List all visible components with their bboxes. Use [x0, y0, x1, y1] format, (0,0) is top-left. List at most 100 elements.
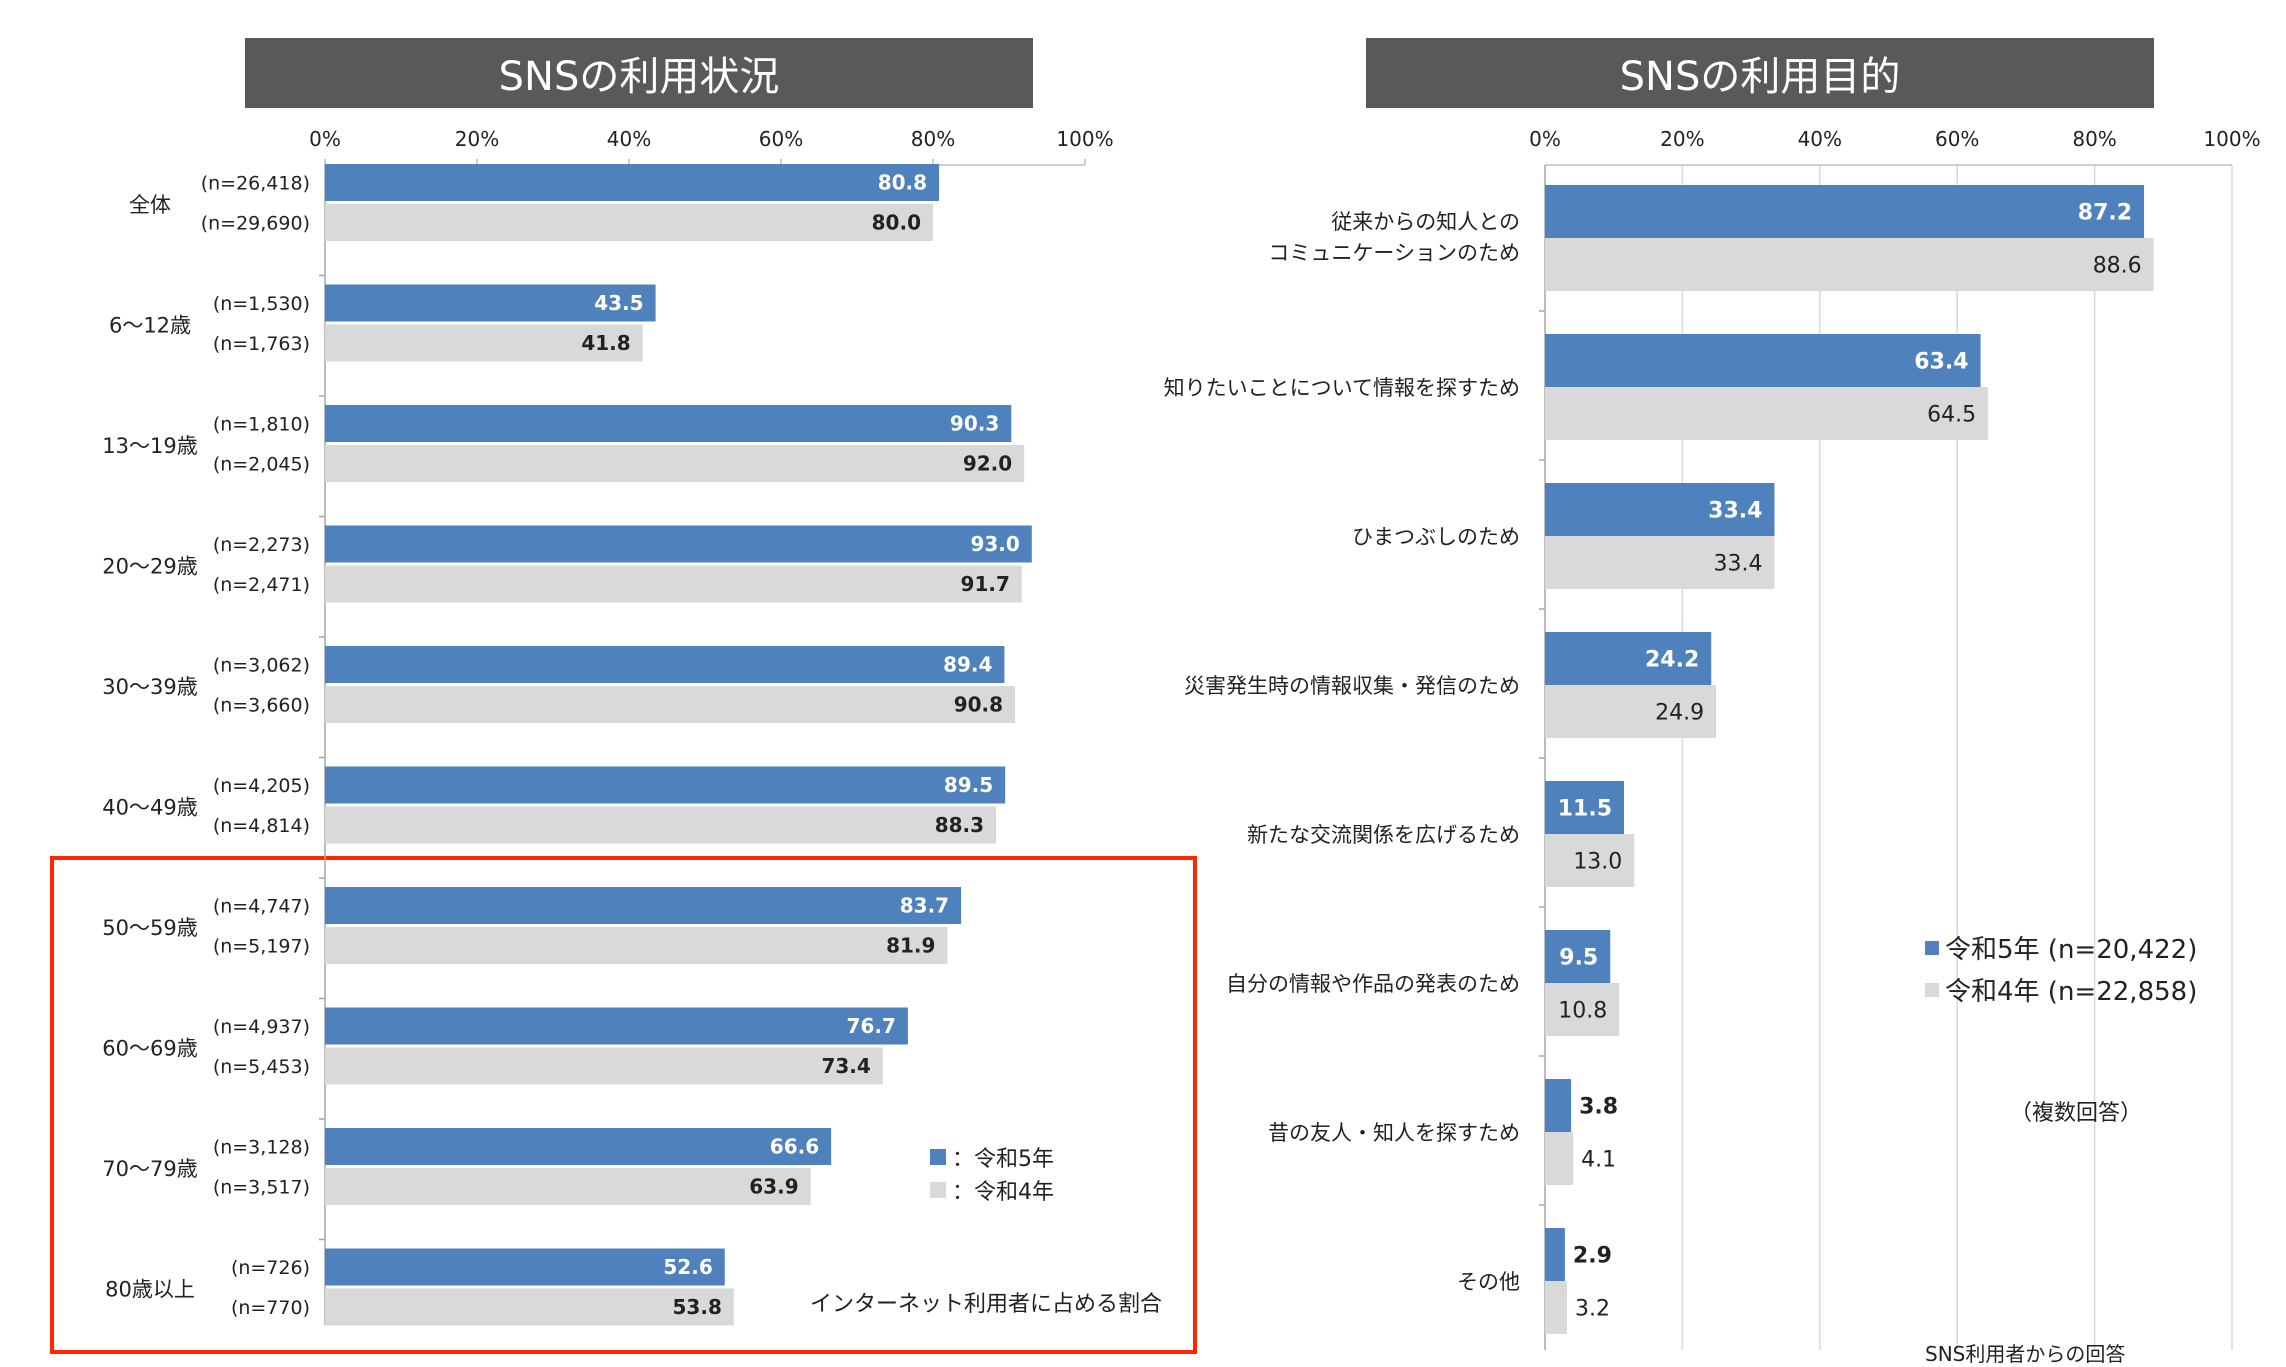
bar-value-label: 10.8: [1558, 999, 1607, 1024]
sample-size-label: (n=26,418): [201, 173, 310, 195]
bar-previous: [325, 324, 643, 362]
bar-previous: [1545, 238, 2154, 291]
right-tick-label: 40%: [1798, 127, 1842, 151]
right-category-label: 新たな交流関係を広げるため: [1247, 823, 1520, 847]
bar-value-label: 52.6: [663, 1255, 712, 1279]
right-legend-previous: 令和4年 (n=22,858): [1925, 971, 2197, 1008]
left-legend-previous: ：令和4年: [930, 1174, 1054, 1206]
bar-value-label: 87.2: [2078, 201, 2132, 226]
right-chart-title: SNSの利用目的: [1366, 38, 2154, 108]
left-category-label: 50～59歳: [102, 916, 197, 940]
sample-size-label: (n=5,197): [213, 936, 310, 958]
left-note: インターネット利用者に占める割合: [810, 1292, 1163, 1317]
right-legend-current-label: 令和5年 (n=20,422): [1945, 935, 2198, 965]
bar-value-label: 3.8: [1579, 1095, 1618, 1120]
sample-size-label: (n=4,814): [213, 815, 310, 837]
left-category-label: 6～12歳: [109, 314, 191, 338]
sample-size-label: (n=726): [231, 1257, 310, 1279]
sample-size-label: (n=3,517): [213, 1177, 310, 1199]
highlight-box: [50, 856, 1197, 1354]
bar-previous: [325, 686, 1016, 723]
left-category-label: 20～29歳: [102, 555, 197, 579]
bar-value-label: 88.3: [935, 813, 984, 837]
bar-value-label: 90.8: [954, 693, 1003, 717]
right-category-label: 自分の情報や作品の発表のため: [1226, 972, 1520, 996]
legend-swatch-previous-icon: [1925, 982, 1939, 997]
left-legend-current: ：令和5年: [930, 1141, 1054, 1173]
bar-current: [325, 525, 1032, 563]
left-tick-label: 60%: [759, 127, 803, 151]
sample-size-label: (n=2,471): [213, 574, 310, 596]
bar-value-label: 89.4: [943, 653, 992, 677]
bar-value-label: 4.1: [1581, 1148, 1616, 1173]
bar-value-label: 76.7: [847, 1014, 896, 1038]
bar-value-label: 9.5: [1559, 946, 1598, 971]
bar-value-label: 92.0: [963, 452, 1012, 476]
bar-value-label: 2.9: [1573, 1244, 1612, 1269]
right-legend-current: 令和5年 (n=20,422): [1925, 929, 2197, 966]
sample-size-label: (n=1,810): [213, 414, 310, 436]
left-tick-label: 40%: [607, 127, 651, 151]
bar-previous: [325, 445, 1025, 482]
left-category-label: 60～69歳: [102, 1037, 197, 1061]
bar-previous: [325, 204, 933, 241]
bar-current: [1545, 930, 1611, 983]
right-category-label: 災害発生時の情報収集・発信のため: [1184, 674, 1520, 698]
bar-value-label: 41.8: [581, 331, 630, 355]
bar-current: [325, 1248, 725, 1286]
sample-size-label: (n=3,062): [213, 655, 310, 677]
right-tick-label: 100%: [2203, 127, 2260, 151]
bar-current: [1545, 632, 1712, 685]
bar-value-label: 88.6: [2093, 254, 2142, 279]
left-category-label: 全体: [129, 193, 171, 217]
bar-previous: [1545, 1132, 1574, 1185]
bar-current: [325, 1007, 908, 1045]
bar-previous: [1545, 387, 1989, 440]
bar-previous: [325, 927, 948, 964]
bar-value-label: 89.5: [944, 773, 993, 797]
bar-current: [1545, 781, 1625, 834]
left-category-label: 70～79歳: [102, 1157, 197, 1181]
right-legend-previous-label: 令和4年 (n=22,858): [1945, 977, 2198, 1007]
bar-current: [325, 766, 1006, 804]
bar-previous: [325, 806, 997, 844]
left-chart-title: SNSの利用状況: [245, 38, 1033, 108]
sample-size-label: (n=2,273): [213, 534, 310, 556]
bar-current: [1545, 483, 1775, 536]
right-tick-label: 20%: [1660, 127, 1704, 151]
bar-value-label: 63.4: [1914, 350, 1968, 375]
bar-value-label: 11.5: [1558, 797, 1612, 822]
right-tick-label: 0%: [1529, 127, 1561, 151]
bar-previous: [1545, 1281, 1567, 1334]
left-category-label: 40～49歳: [102, 796, 197, 820]
right-category-label: 従来からの知人との: [1331, 210, 1520, 234]
left-tick-label: 100%: [1056, 127, 1113, 151]
sample-size-label: (n=3,128): [213, 1137, 310, 1159]
bar-value-label: 13.0: [1573, 850, 1622, 875]
bar-value-label: 24.9: [1655, 701, 1704, 726]
bar-value-label: 53.8: [673, 1295, 722, 1319]
bar-value-label: 43.5: [594, 291, 643, 315]
left-legend-current-label: ：令和5年: [952, 1147, 1054, 1172]
right-category-label: その他: [1457, 1270, 1520, 1294]
right-tick-label: 60%: [1935, 127, 1979, 151]
left-legend-previous-label: ：令和4年: [952, 1180, 1054, 1205]
left-tick-label: 0%: [309, 127, 341, 151]
sample-size-label: (n=4,747): [213, 896, 310, 918]
bar-value-label: 83.7: [900, 894, 949, 918]
right-category-label: ひまつぶしのため: [1352, 525, 1520, 549]
bar-value-label: 3.2: [1575, 1297, 1610, 1322]
bar-current: [1545, 334, 1981, 387]
bar-previous: [1545, 983, 1620, 1036]
right-category-label: コミュニケーションのため: [1268, 241, 1520, 265]
bar-previous: [325, 565, 1022, 603]
bar-value-label: 90.3: [950, 412, 999, 436]
bar-value-label: 64.5: [1927, 403, 1976, 428]
legend-swatch-previous-icon: [930, 1182, 946, 1198]
bar-previous: [325, 1288, 734, 1326]
left-tick-label: 20%: [455, 127, 499, 151]
bar-value-label: 66.6: [770, 1135, 819, 1159]
bar-current: [325, 887, 962, 924]
bar-previous: [1545, 685, 1717, 738]
sample-size-label: (n=4,937): [213, 1016, 310, 1038]
